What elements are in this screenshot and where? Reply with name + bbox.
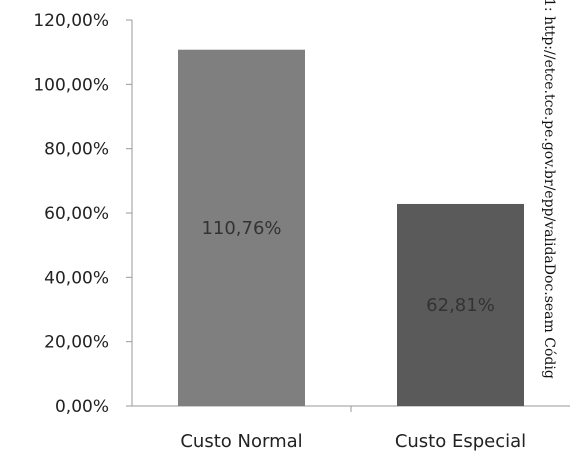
y-tick-label: 40,00% bbox=[44, 268, 109, 288]
y-axis: 0,00% 20,00% 40,00% 60,00% 80,00% 100,00% 120,… bbox=[33, 11, 133, 417]
bar-data-label: 62,81% bbox=[426, 295, 495, 316]
x-category-label: Custo Normal bbox=[180, 431, 302, 452]
y-tick-label: 20,00% bbox=[44, 333, 109, 353]
bar bbox=[178, 49, 305, 407]
bar-data-label: 110,76% bbox=[201, 218, 281, 239]
bars bbox=[178, 49, 524, 407]
y-tick-label: 100,00% bbox=[33, 75, 109, 95]
bar bbox=[397, 203, 524, 406]
data-labels: 110,76% 62,81% bbox=[201, 218, 494, 316]
y-tick-label: 0,00% bbox=[55, 397, 109, 417]
y-tick-label: 80,00% bbox=[44, 140, 109, 160]
y-tick-label: 60,00% bbox=[44, 204, 109, 224]
x-axis: Custo Normal Custo Especial bbox=[132, 405, 570, 452]
x-category-label: Custo Especial bbox=[395, 431, 526, 452]
vertical-url-label: 1: http://etce.tce.pe.gov.br/epp/validaD… bbox=[541, 0, 557, 379]
y-tick-label: 120,00% bbox=[33, 11, 109, 31]
